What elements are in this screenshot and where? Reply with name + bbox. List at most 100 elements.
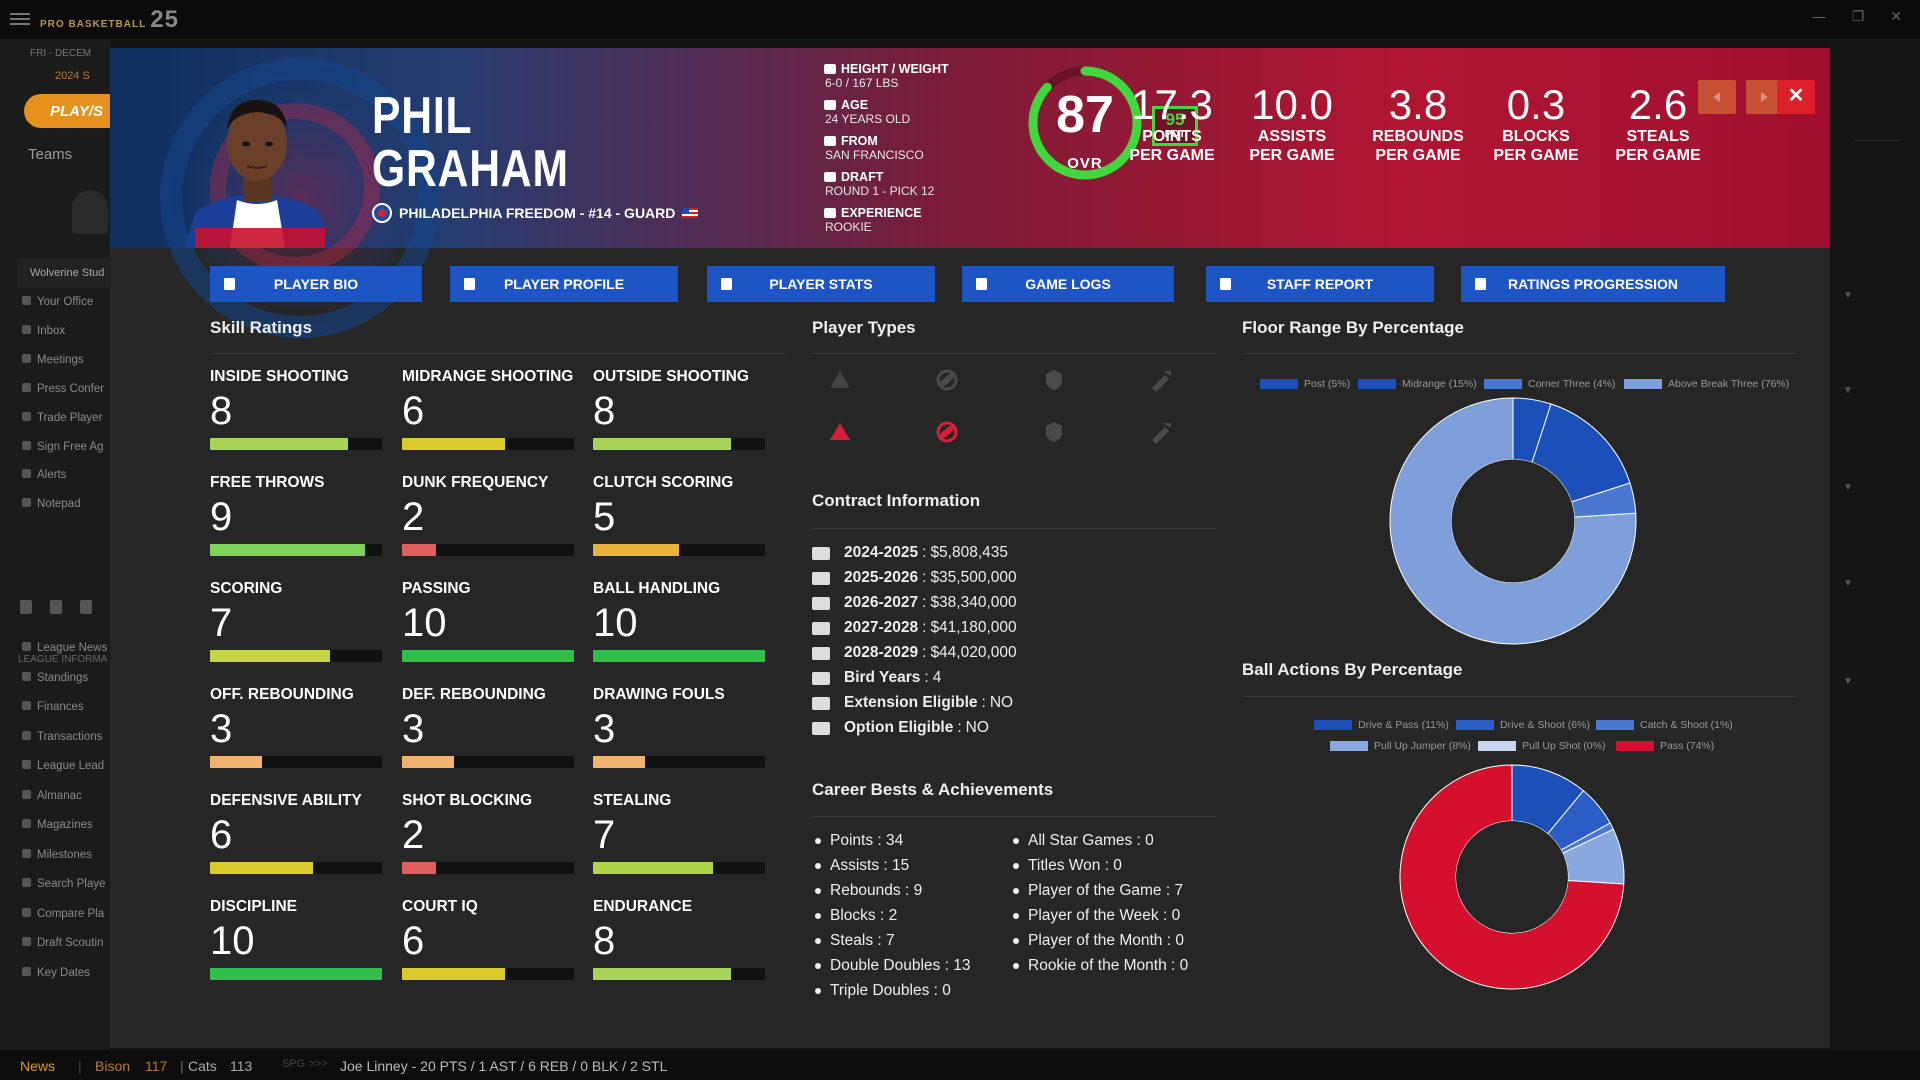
- ball-hand-icon[interactable]: [826, 366, 854, 394]
- achievement-item: Rebounds : 9: [815, 882, 922, 900]
- bio-label-text: DRAFT: [841, 170, 884, 184]
- crosshair-icon[interactable]: [933, 366, 961, 394]
- sidebar-item[interactable]: Sign Free Ag: [22, 441, 103, 453]
- sidebar-league-item[interactable]: Finances: [22, 701, 84, 713]
- skill-value: 10: [210, 919, 255, 963]
- stat-label: BLOCKS: [1502, 128, 1570, 145]
- bio-label: AGE: [824, 98, 1004, 112]
- legend-item[interactable]: Corner Three (4%): [1484, 378, 1615, 390]
- previous-player-button[interactable]: [1698, 80, 1736, 114]
- menu-icon[interactable]: [10, 10, 30, 28]
- team-logo-icon[interactable]: [20, 600, 32, 614]
- ticker-news-label[interactable]: News: [20, 1058, 56, 1074]
- skill-bar: [210, 438, 382, 450]
- sidebar-item[interactable]: Alerts: [22, 469, 66, 481]
- stat-value: 17.3: [1131, 81, 1213, 128]
- team-position-text[interactable]: PHILADELPHIA FREEDOM - #14 - GUARD: [399, 205, 676, 221]
- separator: :: [1100, 857, 1114, 874]
- legend-item[interactable]: Pull Up Shot (0%): [1478, 740, 1605, 752]
- sidebar-league-item[interactable]: League News: [22, 642, 107, 654]
- sidebar-item-label: Inbox: [37, 325, 66, 337]
- pill-icon[interactable]: [933, 418, 961, 446]
- sidebar-item[interactable]: Your Office: [22, 296, 93, 308]
- sidebar-league-item[interactable]: Search Playe: [22, 878, 105, 890]
- sidebar-item-icon: [22, 966, 31, 976]
- sidebar-league-item[interactable]: Key Dates: [22, 966, 90, 979]
- ball-actions-donut: [1399, 764, 1625, 990]
- skill-rating: OUTSIDE SHOOTING 8: [593, 368, 768, 450]
- bio-value: ROOKIE: [825, 220, 872, 234]
- tab-icon: [464, 278, 475, 290]
- achievement-label: Double Doubles: [830, 957, 941, 974]
- sidebar-league-item[interactable]: Compare Pla: [22, 907, 104, 920]
- sidebar: FRI - DECEM 2024 S PLAY/S Teams Wolverin…: [0, 40, 110, 1050]
- play-sim-button[interactable]: PLAY/S: [24, 94, 110, 128]
- sidebar-teams[interactable]: Teams: [28, 146, 73, 163]
- tab-player-stats[interactable]: PLAYER STATS: [707, 266, 935, 302]
- legend-item[interactable]: Pass (74%): [1616, 740, 1714, 752]
- hammer-icon[interactable]: [1147, 366, 1175, 394]
- overall-rating-gauge: 87 OVR: [1025, 63, 1145, 183]
- legend-item[interactable]: Post (5%): [1260, 378, 1350, 390]
- achievement-label: Rebounds: [830, 882, 901, 899]
- player-card-modal: PHIL GRAHAM PHILADELPHIA FREEDOM - #14 -…: [110, 48, 1830, 1048]
- ticker-headline[interactable]: Joe Linney - 20 PTS / 1 AST / 6 REB / 0 …: [340, 1058, 668, 1074]
- player-name: PHIL GRAHAM: [372, 90, 569, 196]
- contract-label: Bird Years: [844, 669, 921, 686]
- achievement-item: Double Doubles : 13: [815, 957, 970, 975]
- legend-item[interactable]: Midrange (15%): [1358, 378, 1477, 390]
- sidebar-league-item[interactable]: Almanac: [22, 789, 82, 802]
- sidebar-item[interactable]: Press Confer: [22, 383, 104, 395]
- tab-ratings-progression[interactable]: RATINGS PROGRESSION: [1461, 266, 1725, 302]
- tab-staff-report[interactable]: STAFF REPORT: [1206, 266, 1434, 302]
- bio-label: EXPERIENCE: [824, 206, 1004, 220]
- sidebar-league-item[interactable]: Draft Scoutin: [22, 937, 103, 949]
- sidebar-item-icon: [22, 383, 31, 392]
- external-link-icon: [812, 696, 830, 710]
- legend-item[interactable]: Catch & Shoot (1%): [1596, 719, 1733, 731]
- minimize-button[interactable]: —: [1811, 8, 1826, 24]
- window-close-button[interactable]: ✕: [1890, 8, 1902, 24]
- legend-label: Corner Three (4%): [1528, 378, 1616, 390]
- donut-slice[interactable]: [1399, 764, 1625, 990]
- sidebar-league-item[interactable]: Standings: [22, 671, 88, 684]
- sidebar-league-item[interactable]: Milestones: [22, 848, 92, 861]
- separator: :: [922, 594, 927, 611]
- contract-label: 2025-2026: [844, 569, 919, 586]
- broom-icon[interactable]: [1147, 418, 1175, 446]
- skill-bar-fill: [402, 438, 506, 450]
- group-icon[interactable]: [80, 600, 92, 614]
- restore-button[interactable]: ❐: [1851, 8, 1865, 24]
- sidebar-league-item[interactable]: Magazines: [22, 819, 93, 831]
- tab-game-logs[interactable]: GAME LOGS: [962, 266, 1174, 302]
- close-modal-button[interactable]: ✕: [1777, 80, 1815, 114]
- tab-player-profile[interactable]: PLAYER PROFILE: [450, 266, 678, 302]
- sidebar-item[interactable]: Trade Player: [22, 412, 102, 424]
- contract-value: $35,500,000: [930, 569, 1017, 586]
- legend-item[interactable]: Drive & Shoot (6%): [1456, 719, 1590, 731]
- skill-bar-fill: [593, 756, 645, 768]
- sidebar-item[interactable]: Meetings: [22, 354, 84, 366]
- sidebar-team-section[interactable]: Wolverine Stud: [18, 258, 110, 288]
- skill-name: COURT IQ: [402, 898, 478, 915]
- cone-icon[interactable]: [826, 418, 854, 446]
- sidebar-item-label: Meetings: [37, 354, 84, 366]
- skill-bar: [593, 756, 765, 768]
- sidebar-league-item[interactable]: Transactions: [22, 730, 102, 743]
- legend-item[interactable]: Above Break Three (76%): [1624, 378, 1789, 390]
- trash-icon[interactable]: [50, 600, 62, 614]
- bio-value: 6-0 / 167 LBS: [825, 76, 899, 90]
- overall-rating-label: OVR: [1067, 155, 1103, 172]
- lightning-icon[interactable]: [1040, 366, 1068, 394]
- team-badge-icon[interactable]: [372, 203, 392, 223]
- shield-icon[interactable]: [1040, 418, 1068, 446]
- legend-item[interactable]: Drive & Pass (11%): [1314, 719, 1449, 731]
- legend-item[interactable]: Pull Up Jumper (8%): [1330, 740, 1471, 752]
- tab-player-bio[interactable]: PLAYER BIO: [210, 266, 422, 302]
- sidebar-league-header: LEAGUE INFORMA: [18, 654, 108, 665]
- skill-bar: [210, 650, 382, 662]
- sidebar-item[interactable]: Notepad: [22, 498, 80, 510]
- sidebar-league-item[interactable]: League Lead: [22, 760, 104, 772]
- skill-name: DUNK FREQUENCY: [402, 474, 549, 491]
- sidebar-item[interactable]: Inbox: [22, 325, 65, 337]
